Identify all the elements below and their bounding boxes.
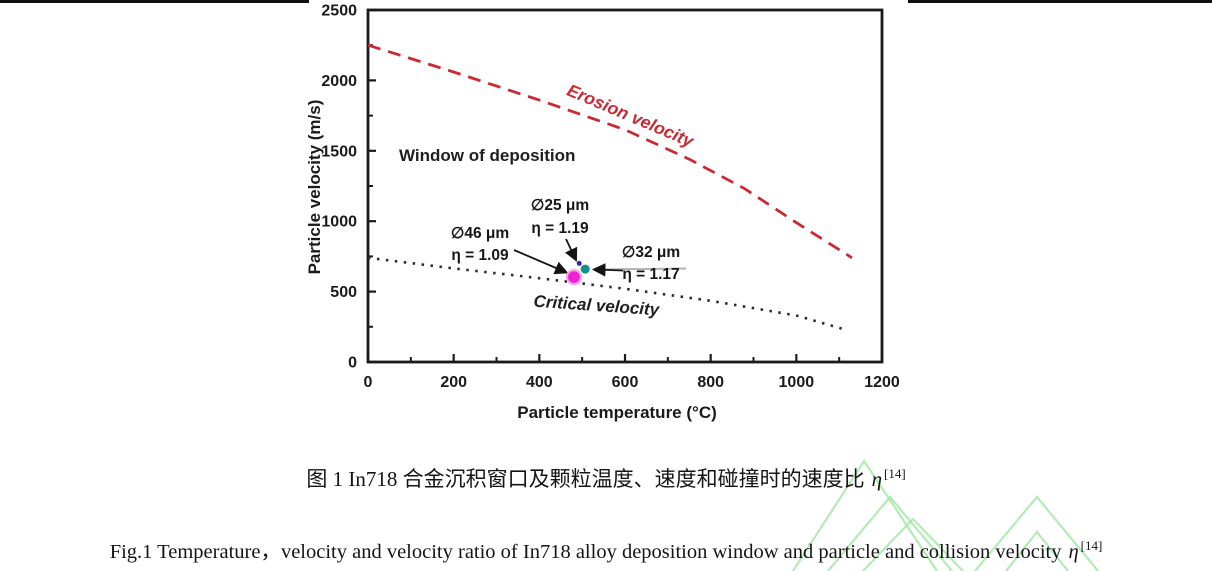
caption-chinese-text: 图 1 In718 合金沉积窗口及颗粒温度、速度和碰撞时的速度比: [306, 467, 865, 491]
x-tick-label: 600: [612, 374, 639, 391]
particle-data-point: [580, 264, 590, 274]
caption-english-text: Fig.1 Temperature，velocity and velocity …: [109, 541, 1062, 563]
particle-size-label: ∅32 μm: [622, 244, 680, 261]
caption-english-eta: η: [1068, 541, 1079, 563]
x-tick-label: 200: [440, 374, 467, 391]
y-tick-label: 2000: [321, 73, 357, 90]
velocity-ratio-label: η = 1.17: [622, 266, 679, 283]
y-tick-label: 1500: [321, 143, 357, 160]
velocity-ratio-label: η = 1.09: [451, 247, 509, 264]
watermark-chevron: [792, 458, 938, 571]
x-axis-title: Particle temperature (°C): [517, 403, 717, 422]
y-tick-label: 500: [330, 284, 357, 301]
x-tick-label: 400: [526, 374, 553, 391]
particle-size-label: ∅46 μm: [451, 225, 509, 242]
page-top-border-right: [908, 0, 1212, 3]
watermark-chevron: [862, 517, 964, 571]
annotation-arrow: [564, 238, 578, 262]
erosion-velocity-label: Erosion velocity: [564, 80, 697, 152]
window-of-deposition-label: Window of deposition: [399, 146, 575, 165]
erosion-velocity-curve: [367, 43, 853, 259]
caption-chinese-ref: [14]: [884, 466, 906, 481]
particle-data-point: [576, 260, 582, 266]
caption-chinese: 图 1 In718 合金沉积窗口及颗粒温度、速度和碰撞时的速度比 η [14]: [0, 463, 1212, 493]
caption-chinese-eta: η: [871, 467, 882, 491]
critical-velocity-label: Critical velocity: [533, 292, 661, 320]
y-tick-label: 0: [348, 355, 357, 372]
caption-english: Fig.1 Temperature，velocity and velocity …: [0, 534, 1212, 564]
watermark-chevron: [827, 495, 953, 571]
watermark-chevron: [1005, 530, 1069, 571]
particle-data-point: [565, 269, 583, 286]
x-tick-label: 0: [364, 374, 373, 391]
annotation-arrow: [513, 249, 569, 275]
x-tick-label: 1200: [864, 374, 900, 391]
particle-size-label: ∅25 μm: [531, 197, 589, 214]
y-axis-title: Particle velocity (m/s): [305, 100, 324, 275]
caption-english-ref: [14]: [1080, 538, 1103, 554]
annotation-arrow: [591, 263, 624, 277]
y-tick-label: 2500: [321, 3, 357, 20]
x-tick-label: 1000: [779, 374, 815, 391]
page-top-border-left: [0, 0, 309, 3]
watermark-chevron: [974, 495, 1099, 571]
velocity-ratio-label: η = 1.19: [531, 220, 589, 237]
critical-velocity-curve: [367, 256, 849, 332]
y-tick-label: 1000: [321, 214, 357, 231]
x-tick-label: 800: [697, 374, 724, 391]
